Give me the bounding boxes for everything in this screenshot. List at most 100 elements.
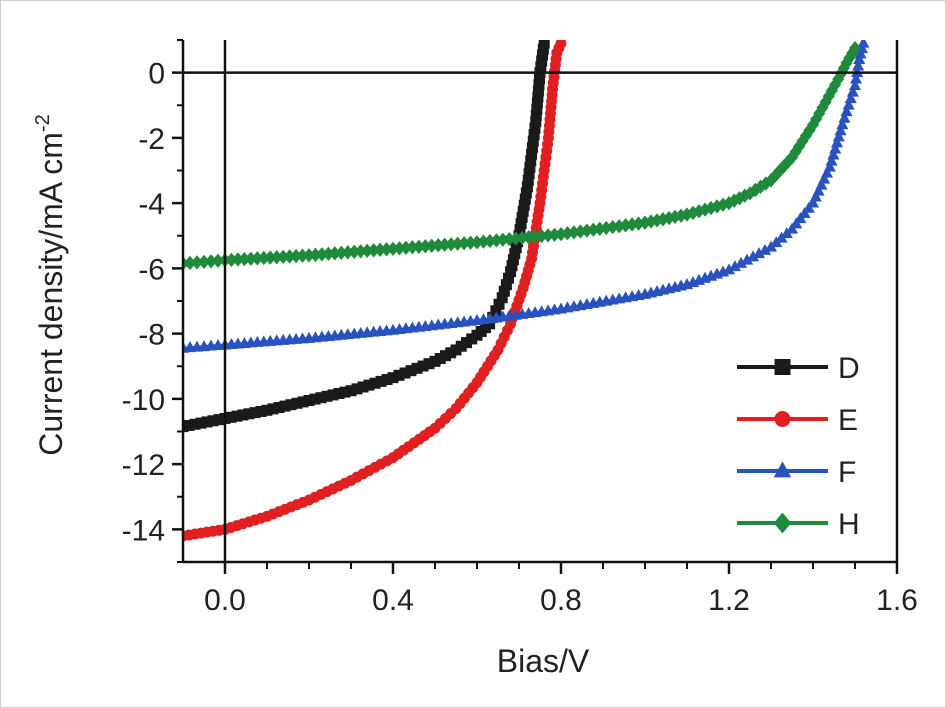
legend-label: D	[838, 352, 860, 385]
data-point-H	[483, 233, 496, 249]
data-point-F	[825, 154, 838, 166]
data-point-D	[411, 362, 423, 374]
data-point-F	[832, 130, 845, 142]
y-tick-label: -14	[122, 514, 165, 547]
data-point-D	[516, 211, 528, 223]
data-point-F	[809, 190, 822, 202]
y-tick-label: -2	[138, 123, 165, 156]
data-point-D	[514, 224, 526, 236]
data-point-D	[201, 416, 213, 428]
data-point-H	[490, 233, 503, 248]
reference-lines	[183, 40, 897, 562]
series-layer	[183, 40, 870, 542]
data-point-H	[704, 200, 718, 216]
y-tick-label: -6	[138, 253, 165, 286]
data-point-D	[279, 400, 291, 412]
data-point-F	[815, 178, 828, 190]
data-point-D	[381, 374, 393, 386]
data-point-F	[183, 341, 190, 353]
y-tick-label: -8	[138, 319, 165, 352]
data-point-H	[733, 191, 746, 206]
data-point-F	[806, 196, 820, 208]
data-point-D	[537, 49, 549, 61]
y-tick-label: -10	[122, 384, 165, 417]
data-point-H	[290, 248, 303, 264]
data-point-H	[204, 254, 218, 269]
data-point-D	[521, 181, 533, 193]
data-point-H	[822, 89, 835, 104]
x-tick-label: 0.0	[204, 584, 246, 617]
data-point-D	[189, 418, 201, 430]
data-point-H	[785, 150, 799, 165]
data-point-D	[231, 410, 243, 422]
data-point-D	[309, 393, 321, 405]
data-point-D	[528, 129, 540, 141]
data-point-H	[799, 128, 813, 143]
data-point-H	[650, 213, 664, 228]
data-point-H	[361, 243, 374, 258]
data-point-F	[848, 79, 862, 91]
data-point-H	[619, 218, 632, 233]
data-point-D	[526, 148, 538, 160]
data-point-H	[716, 197, 730, 212]
data-point-D	[387, 372, 399, 384]
data-point-D	[195, 417, 207, 429]
data-point-D	[399, 367, 411, 379]
data-point-H	[668, 209, 682, 225]
data-point-D	[273, 401, 285, 413]
data-point-H	[848, 41, 862, 56]
data-point-H	[710, 199, 724, 214]
data-point-H	[644, 214, 658, 229]
series-F	[183, 40, 870, 353]
data-point-H	[419, 239, 432, 254]
legend-label: F	[838, 456, 856, 489]
data-point-H	[251, 251, 264, 266]
data-point-H	[244, 251, 257, 266]
data-point-D	[255, 405, 267, 417]
data-point-H	[749, 182, 762, 198]
data-point-H	[777, 159, 790, 174]
data-point-H	[386, 241, 400, 256]
data-point-F	[722, 263, 736, 275]
data-point-D	[500, 279, 512, 291]
data-point-D	[351, 383, 363, 395]
data-point-D	[536, 55, 548, 67]
data-point-H	[819, 94, 832, 110]
data-point-H	[264, 250, 277, 265]
data-point-F	[830, 136, 844, 148]
data-point-D	[345, 385, 357, 397]
data-point-H	[231, 252, 244, 267]
data-point-D	[509, 248, 521, 260]
data-point-D	[518, 199, 530, 211]
legend-item-D: D	[737, 352, 860, 385]
data-point-D	[315, 392, 327, 404]
data-point-D	[405, 365, 417, 377]
data-point-D	[529, 122, 541, 134]
legend-item-H: H	[737, 508, 860, 541]
data-point-D	[530, 116, 542, 128]
data-point-H	[477, 234, 490, 249]
data-point-D	[357, 381, 369, 393]
data-point-H	[257, 250, 270, 266]
data-point-D	[285, 399, 297, 411]
data-point-H	[548, 227, 561, 242]
data-point-H	[803, 123, 816, 138]
data-point-E	[555, 40, 567, 49]
data-point-D	[525, 155, 537, 167]
data-point-F	[734, 256, 748, 268]
data-point-H	[806, 117, 820, 132]
data-point-H	[722, 195, 736, 211]
data-point-D	[493, 298, 505, 310]
data-point-H	[399, 240, 412, 255]
data-point-F	[838, 111, 851, 123]
y-tick-label: 0	[148, 58, 165, 91]
data-point-D	[526, 142, 538, 154]
x-tick-label: 0.4	[372, 584, 414, 617]
legend-label: E	[838, 404, 858, 437]
data-point-D	[225, 411, 237, 423]
x-tick-label: 0.8	[540, 584, 582, 617]
data-point-H	[283, 249, 296, 264]
data-point-D	[532, 85, 544, 97]
